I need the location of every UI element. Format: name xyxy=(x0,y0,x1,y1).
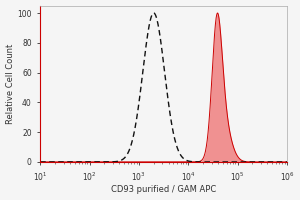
Y-axis label: Relative Cell Count: Relative Cell Count xyxy=(6,44,15,124)
X-axis label: CD93 purified / GAM APC: CD93 purified / GAM APC xyxy=(111,185,216,194)
